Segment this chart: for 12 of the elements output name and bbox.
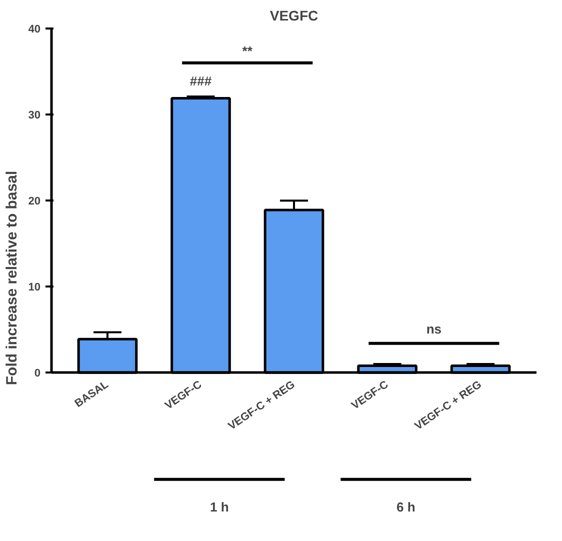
y-tick-label: 40 (28, 24, 41, 36)
y-tick-label: 20 (28, 196, 41, 208)
annotation: ** (242, 44, 254, 59)
annotation: ns (426, 322, 442, 337)
y-tick-label: 0 (34, 368, 41, 380)
text: 6 h (396, 500, 416, 515)
y-tick-label: 10 (28, 282, 41, 294)
annotation: ### (190, 74, 212, 89)
y-axis-title: Fold increase relative to basal (3, 170, 20, 386)
text: 1 h (210, 500, 229, 515)
chart-title: VEGFC (270, 8, 318, 24)
y-tick-label: 30 (28, 110, 41, 122)
